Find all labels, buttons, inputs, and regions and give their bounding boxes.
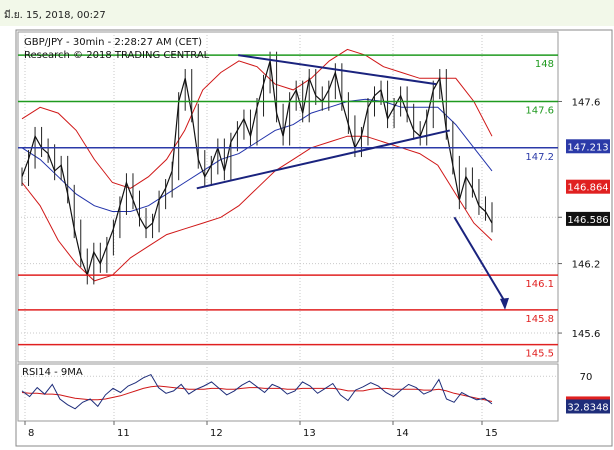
price-tags: 147.213 146.864 146.586 bbox=[566, 139, 610, 226]
top-status-bar: มี.ย. 15, 2018, 00:27 bbox=[0, 0, 614, 26]
level-label: 147.6 bbox=[525, 105, 554, 116]
level-label: 146.1 bbox=[525, 279, 554, 290]
rsi-lines bbox=[21, 373, 493, 410]
forecast-arrow bbox=[453, 216, 509, 310]
level-label: 147.2 bbox=[525, 152, 554, 163]
price-series bbox=[21, 51, 493, 285]
support-resistance-levels: 148 147.6 147.2 146.1 145.8 145.5 bbox=[18, 54, 558, 360]
x-axis-label: 15 bbox=[485, 428, 498, 439]
price-axis-label: 146.2 bbox=[572, 260, 601, 271]
x-axis-label: 12 bbox=[210, 428, 223, 439]
rsi-axis: 70 bbox=[580, 372, 593, 383]
price-axis-label: 147.6 bbox=[572, 97, 601, 108]
level-label: 148 bbox=[535, 59, 554, 70]
chart-frame bbox=[15, 29, 613, 447]
rsi-title: RSI14 - 9MA bbox=[22, 367, 83, 378]
level-label: 145.5 bbox=[525, 349, 554, 360]
price-tag-box bbox=[566, 211, 610, 226]
x-axis-label: 14 bbox=[396, 428, 409, 439]
price-plot-area bbox=[17, 31, 559, 363]
rsi-grid bbox=[18, 364, 558, 421]
bollinger-upper-line bbox=[21, 48, 493, 189]
trendline bbox=[238, 54, 437, 86]
forecast-arrow-shaft bbox=[453, 216, 506, 303]
rsi-axis-label: 70 bbox=[580, 372, 593, 383]
rsi-tag-box bbox=[566, 399, 610, 414]
price-tag-label: 146.586 bbox=[567, 215, 608, 226]
chart-title: GBP/JPY - 30min - 2:28:27 AM (CET) bbox=[24, 37, 202, 48]
price-axis-label: 145.6 bbox=[572, 329, 601, 340]
timestamp-label: มี.ย. 15, 2018, 00:27 bbox=[4, 10, 106, 21]
trendline bbox=[196, 129, 451, 190]
x-axis-label: 13 bbox=[303, 428, 316, 439]
rsi-line bbox=[21, 373, 493, 410]
trendlines bbox=[196, 54, 451, 190]
time-axis: 8 11 12 13 14 15 bbox=[24, 421, 498, 439]
price-panel: 148 147.6 147.2 146.1 145.8 145.5 GBP/JPY - 3… bbox=[17, 31, 559, 363]
rsi-ma-line bbox=[21, 385, 493, 402]
price-tag-label: 146.864 bbox=[567, 183, 608, 194]
rsi-tags: 36.561132.8348 bbox=[566, 396, 610, 414]
rsi-plot-area bbox=[17, 363, 559, 422]
price-tag-box bbox=[566, 139, 610, 154]
x-axis-label: 11 bbox=[117, 428, 130, 439]
chart-subtitle: Research © 2018 TRADING CENTRAL bbox=[24, 50, 210, 61]
rsi-panel: RSI14 - 9MA bbox=[17, 363, 559, 422]
price-line bbox=[21, 60, 493, 278]
bollinger-lower-line bbox=[21, 135, 493, 282]
price-tag-box bbox=[566, 179, 610, 194]
bollinger-bands bbox=[21, 48, 493, 282]
x-axis-label: 8 bbox=[28, 428, 34, 439]
level-label: 145.8 bbox=[525, 314, 554, 325]
forecast-arrow-head bbox=[500, 297, 509, 310]
rsi-tag-label: 32.8348 bbox=[567, 402, 608, 413]
price-tag-label: 147.213 bbox=[567, 142, 608, 153]
